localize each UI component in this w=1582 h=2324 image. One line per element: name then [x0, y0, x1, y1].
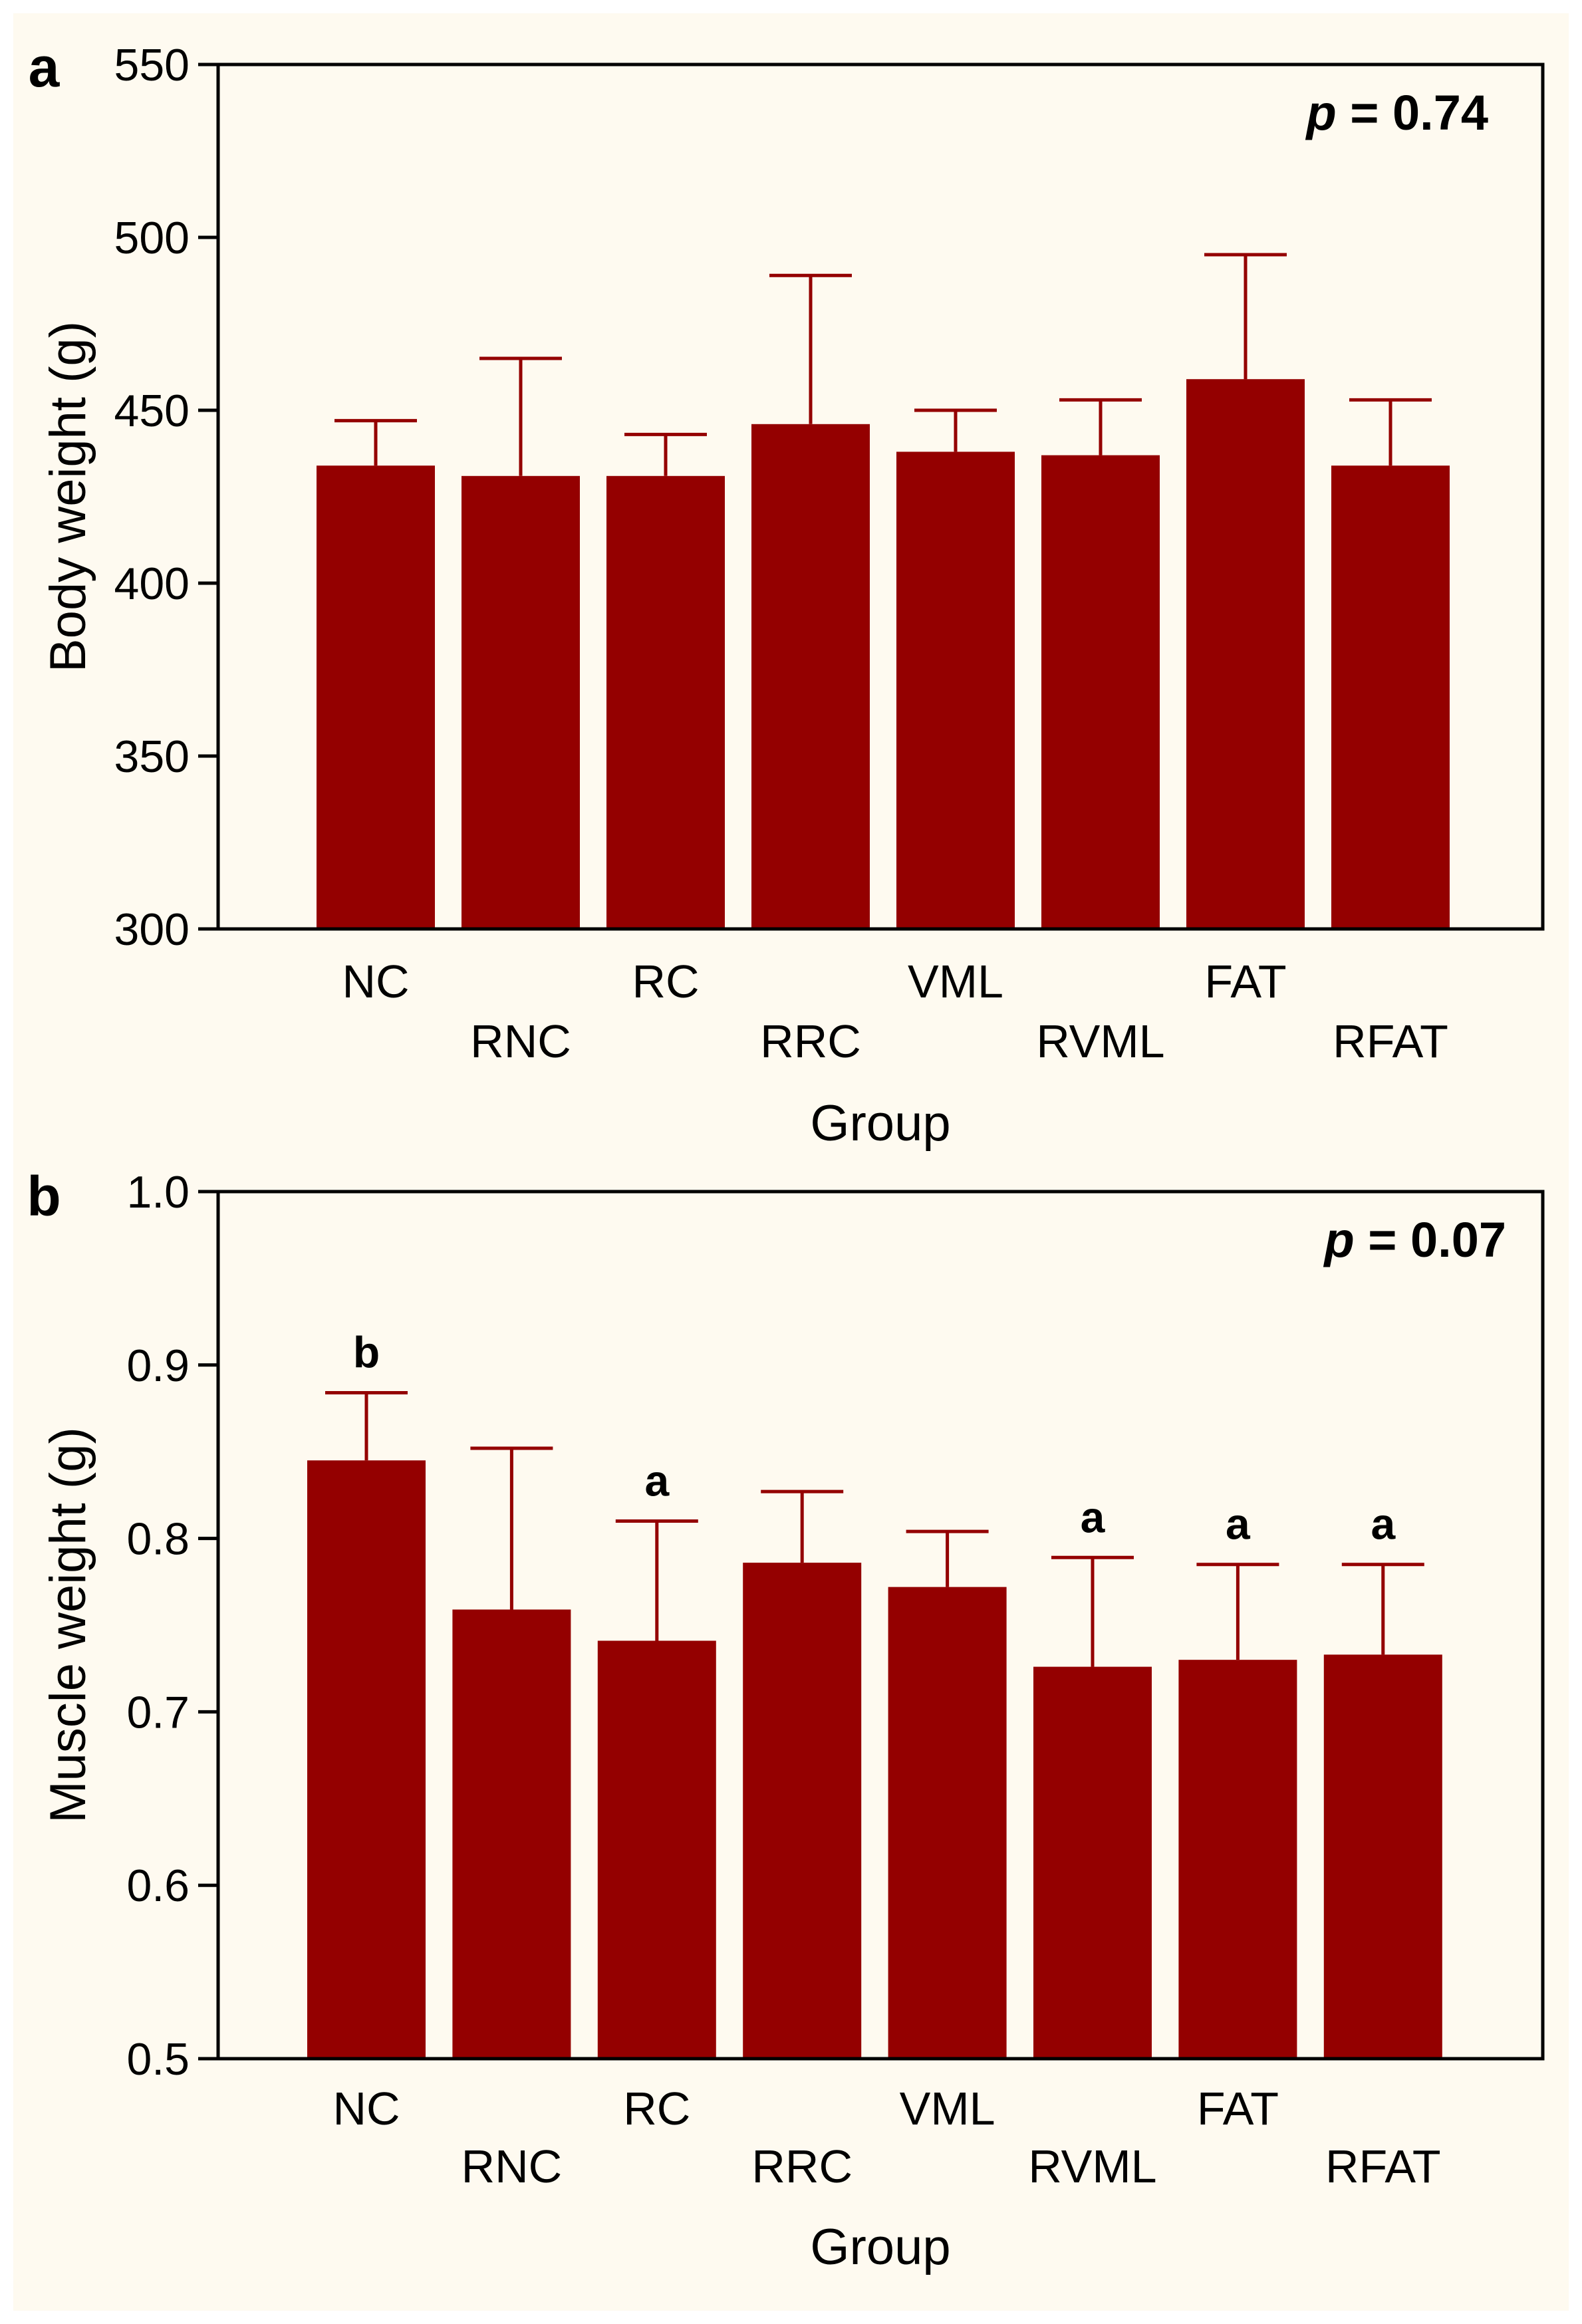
x-tick-label-rvml: RVML [1028, 2140, 1156, 2192]
x-tick-label-rnc: RNC [470, 1015, 571, 1067]
bar-rc [597, 1640, 716, 2059]
bar-fat [1178, 1660, 1297, 2059]
significance-letter-fat: a [1226, 1499, 1251, 1549]
x-tick-label-vml: VML [900, 2083, 995, 2134]
p-value-number: = 0.74 [1337, 85, 1488, 140]
y-tick-label: 550 [114, 40, 190, 90]
p-value-symbol: p [1305, 85, 1336, 140]
x-tick-label-vml: VML [908, 956, 1003, 1007]
y-tick-label: 300 [114, 904, 190, 955]
significance-letter-rc: a [644, 1456, 670, 1505]
y-axis-label: Muscle weight (g) [40, 1427, 96, 1823]
plot-frame [216, 1190, 1545, 2061]
x-tick-label-fat: FAT [1197, 2083, 1279, 2134]
x-tick-label-rrc: RRC [751, 2140, 853, 2192]
x-tick-label-rc: RC [632, 956, 699, 1007]
y-tick-label: 450 [114, 386, 190, 436]
x-tick-label-rvml: RVML [1036, 1015, 1164, 1067]
y-axis-label: Body weight (g) [40, 321, 96, 672]
significance-letter-rvml: a [1081, 1492, 1106, 1541]
bar-nc [307, 1460, 426, 2059]
y-tick-label: 0.9 [126, 1341, 190, 1391]
panel-a: NC RNC RC RRC VML RVML FAT RFAT 300 350 400 450 500 5… [29, 36, 1545, 1152]
x-tick-label-nc: NC [342, 956, 409, 1007]
y-tick-label: 1.0 [126, 1167, 190, 1218]
p-value-annotation: p = 0.07 [1323, 1212, 1506, 1267]
y-tick-label: 350 [114, 731, 190, 782]
bar-rfat [1323, 1654, 1442, 2059]
bar-rvml [1041, 455, 1160, 929]
bar-rrc [743, 1563, 862, 2059]
x-tick-label-rfat: RFAT [1333, 1015, 1448, 1067]
y-tick-label: 0.5 [126, 2034, 190, 2085]
panel-label: a [29, 36, 61, 98]
y-tick-label: 0.8 [126, 1514, 190, 1565]
x-tick-label-rfat: RFAT [1325, 2140, 1441, 2192]
x-tick-label-rnc: RNC [461, 2140, 563, 2192]
bar-rrc [751, 424, 870, 929]
x-axis-label: Group [810, 2219, 950, 2275]
bar-rfat [1331, 465, 1450, 929]
p-value-symbol: p [1323, 1212, 1354, 1267]
x-tick-label-rc: RC [623, 2083, 690, 2134]
panel-b: b NC RNC a RC RRC VML a RVML a FAT a RFAT 0.5 0.6 0.7 0.… [27, 1165, 1545, 2275]
bar-fat [1186, 379, 1305, 929]
significance-letter-rfat: a [1371, 1499, 1396, 1549]
significance-letter-nc: b [353, 1328, 380, 1377]
y-tick-label: 0.6 [126, 1861, 190, 1911]
y-tick-label: 400 [114, 559, 190, 609]
x-tick-label-fat: FAT [1204, 956, 1286, 1007]
panel-label: b [27, 1165, 61, 1227]
p-value-annotation: p = 0.74 [1305, 85, 1488, 140]
x-axis-label: Group [810, 1095, 950, 1152]
plot-frame [216, 63, 1545, 931]
bar-rvml [1033, 1666, 1152, 2059]
bar-chart-figure: NC RNC RC RRC VML RVML FAT RFAT 300 350 400 450 500 5… [27, 36, 1545, 2275]
bar-rc [606, 475, 725, 929]
y-tick-label: 0.7 [126, 1687, 190, 1738]
bar-rnc [461, 475, 580, 929]
bar-nc [317, 465, 435, 929]
x-tick-label-rrc: RRC [760, 1015, 861, 1067]
y-tick-label: 500 [114, 213, 190, 263]
bar-rnc [452, 1609, 571, 2059]
bar-vml [896, 452, 1015, 929]
x-tick-label-nc: NC [332, 2083, 400, 2134]
p-value-number: = 0.07 [1355, 1212, 1506, 1267]
bar-vml [888, 1587, 1007, 2059]
figure: NC RNC RC RRC VML RVML FAT RFAT 300 350 400 450 500 5… [13, 13, 1569, 2311]
